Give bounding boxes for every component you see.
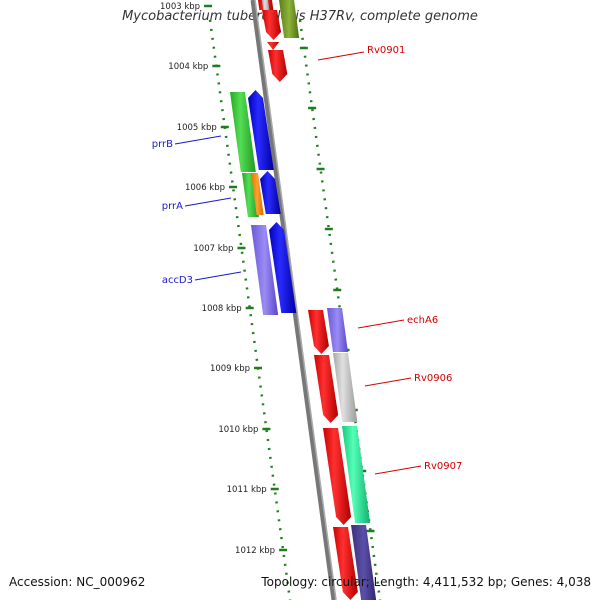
- label-leader-rv0907: [374, 465, 422, 475]
- gene-prrb-blue: [248, 90, 274, 170]
- gene-red-a: [262, 10, 282, 40]
- kbp-tick-label: 1010 kbp: [218, 425, 258, 435]
- gene-label-prrb[interactable]: prrB: [152, 139, 173, 150]
- kbp-tick-label: 1011 kbp: [227, 485, 267, 495]
- gene-label-rv0907[interactable]: Rv0907: [424, 461, 462, 472]
- gene-red-b: [266, 42, 280, 50]
- kbp-tick-label: 1006 kbp: [185, 183, 225, 193]
- label-leader-prrb: [174, 135, 222, 145]
- gene-label-accd3[interactable]: accD3: [162, 275, 193, 286]
- label-leader-echa6: [357, 319, 405, 329]
- kbp-tick-label: 1003 kbp: [160, 2, 200, 12]
- gene-bottom-darkpurple: [351, 525, 377, 600]
- gene-rv0907-teal: [342, 426, 371, 523]
- gene-prra-green: [242, 173, 259, 217]
- gene-rv0906-red: [314, 355, 339, 423]
- label-leader-prra: [184, 197, 232, 207]
- kbp-tick-label: 1008 kbp: [202, 304, 242, 314]
- gene-prra-blue: [260, 171, 281, 214]
- gene-rv0907-red: [323, 428, 352, 525]
- tick-ring-left: [208, 19, 292, 600]
- gene-prrb-green: [230, 92, 256, 172]
- genome-summary-text: Topology: circular; Length: 4,411,532 bp…: [261, 575, 591, 589]
- gene-accd3-purple: [251, 225, 279, 315]
- gene-top-grey: [262, 0, 270, 10]
- gene-label-prra[interactable]: prrA: [162, 201, 183, 212]
- kbp-tick-label: 1012 kbp: [235, 546, 275, 556]
- label-leader-rv0906: [364, 377, 412, 387]
- accession-text: Accession: NC_000962: [9, 575, 146, 589]
- kbp-tick-label: 1005 kbp: [177, 123, 217, 133]
- gene-labels: Rv0901 prrB prrA accD3 echA6 Rv0906 Rv0907: [152, 45, 462, 475]
- gene-bottom-red: [333, 527, 358, 600]
- kbp-tick-label: 1004 kbp: [168, 62, 208, 72]
- left-ring-dashes: [208, 19, 292, 600]
- label-leader-rv0901: [317, 51, 365, 61]
- gene-rv0906-grey: [333, 353, 358, 422]
- gene-rv0901: [268, 50, 288, 82]
- kbp-tick-label: 1007 kbp: [193, 244, 233, 254]
- gene-echa6-red: [308, 310, 329, 354]
- genome-backbone-highlight: [254, 0, 337, 600]
- label-leader-accd3: [194, 271, 242, 281]
- gene-top-olive: [279, 0, 300, 38]
- kbp-tick-label: 1009 kbp: [210, 364, 250, 374]
- gene-prra-orange: [251, 173, 264, 215]
- gene-label-rv0906[interactable]: Rv0906: [414, 373, 452, 384]
- gene-label-rv0901[interactable]: Rv0901: [367, 45, 405, 56]
- gene-echa6-purple: [327, 308, 348, 352]
- gene-label-echa6[interactable]: echA6: [407, 315, 438, 326]
- gene-features: [230, 0, 377, 600]
- gene-accd3-blue: [269, 222, 297, 313]
